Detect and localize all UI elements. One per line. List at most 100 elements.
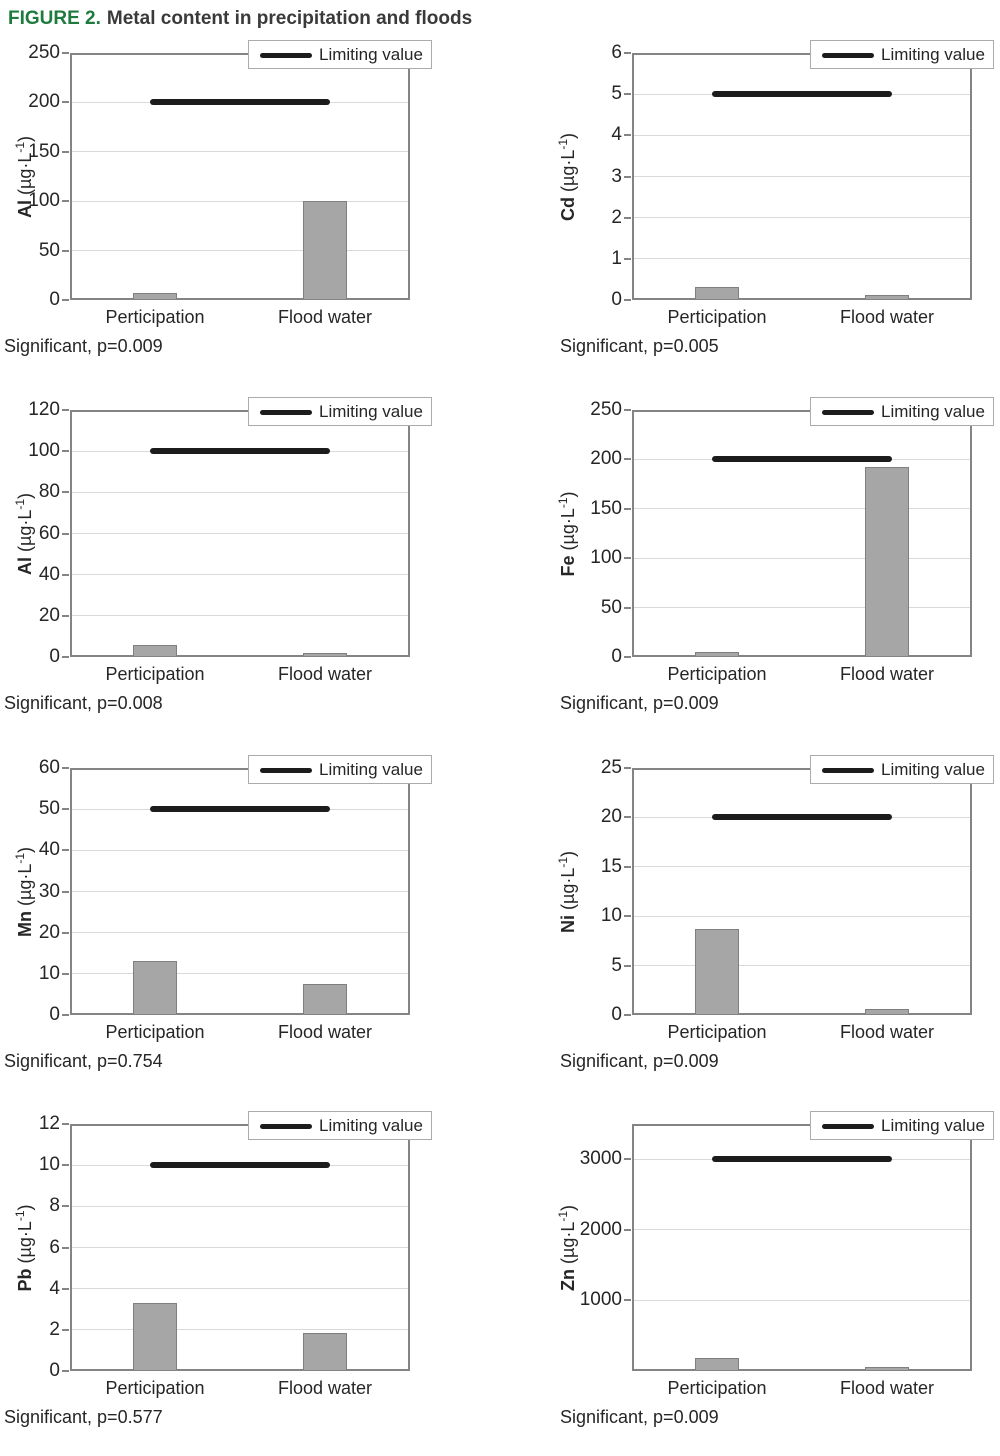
limiting-value-line bbox=[712, 814, 892, 821]
y-tick-mark bbox=[624, 1014, 631, 1016]
y-tick-label: 100 bbox=[28, 440, 60, 462]
y-tick-label: 20 bbox=[38, 604, 60, 626]
limiting-value-line bbox=[150, 99, 330, 106]
y-axis-label: Al (µg·L-1) bbox=[13, 135, 35, 218]
x-label-perticipation: Perticipation bbox=[667, 307, 767, 327]
y-tick-mark bbox=[62, 450, 69, 453]
y-axis-label: Cd (µg·L-1) bbox=[556, 132, 578, 221]
significance-caption: Significant, p=0.009 bbox=[560, 693, 719, 713]
bar-perticipation bbox=[695, 1358, 739, 1370]
y-tick-mark bbox=[624, 1299, 631, 1302]
y-tick-mark bbox=[62, 200, 69, 203]
bar-perticipation bbox=[695, 652, 739, 656]
y-tick-mark bbox=[624, 915, 631, 918]
y-gridline bbox=[632, 1229, 972, 1231]
y-tick-label: 0 bbox=[49, 289, 60, 310]
bar-perticipation bbox=[695, 286, 739, 299]
x-label-flood-water: Flood water bbox=[277, 1022, 373, 1042]
legend-label: Limiting value bbox=[881, 1116, 985, 1135]
y-tick-label: 5 bbox=[611, 83, 622, 105]
y-tick-label: 2 bbox=[49, 1318, 60, 1340]
x-label-perticipation: Perticipation bbox=[667, 1378, 767, 1398]
limiting-value-line bbox=[712, 91, 892, 98]
y-tick-label: 80 bbox=[38, 481, 60, 503]
y-tick-label: 50 bbox=[600, 596, 622, 618]
y-tick-mark bbox=[62, 299, 69, 301]
significance-caption: Significant, p=0.577 bbox=[4, 1407, 163, 1427]
y-tick-mark bbox=[62, 890, 69, 893]
y-tick-label: 0 bbox=[611, 1004, 622, 1025]
y-tick-label: 250 bbox=[590, 399, 622, 420]
y-gridline bbox=[70, 973, 410, 975]
legend-box: Limiting value bbox=[248, 40, 432, 69]
y-tick-mark bbox=[62, 491, 69, 494]
y-tick-mark bbox=[624, 299, 631, 301]
figure-title: Metal content in precipitation and flood… bbox=[106, 8, 473, 29]
y-tick-label: 8 bbox=[49, 1195, 60, 1217]
chart-panel-al-2: 0 20 40 60 80 100 120 Limiting value Perticipati… bbox=[0, 390, 500, 742]
y-tick-mark bbox=[62, 614, 69, 617]
y-gridline bbox=[632, 557, 972, 559]
y-tick-mark bbox=[62, 767, 69, 769]
y-gridline bbox=[632, 134, 972, 136]
y-gridline bbox=[70, 491, 410, 493]
y-tick-mark bbox=[62, 1287, 69, 1290]
x-label-flood-water: Flood water bbox=[839, 1022, 935, 1042]
bar-flood-water bbox=[303, 652, 347, 656]
legend-label: Limiting value bbox=[319, 402, 423, 421]
y-gridline bbox=[632, 965, 972, 967]
legend-box: Limiting value bbox=[248, 755, 432, 784]
y-tick-mark bbox=[62, 1014, 69, 1016]
bar-perticipation bbox=[133, 644, 177, 656]
limiting-value-line bbox=[712, 1156, 892, 1163]
y-tick-label: 100 bbox=[28, 190, 60, 212]
y-gridline bbox=[632, 508, 972, 510]
y-tick-mark bbox=[624, 1158, 631, 1161]
plot-area bbox=[70, 410, 410, 657]
y-gridline bbox=[70, 151, 410, 153]
y-gridline bbox=[632, 176, 972, 177]
chart-panel-zn-7: 1000 2000 3000 Limiting value Perticipation F… bbox=[500, 1104, 1000, 1456]
legend-line-swatch bbox=[260, 1124, 312, 1129]
legend-label: Limiting value bbox=[881, 45, 985, 64]
chart-panel-al-0: 0 50 100 150 200 250 Limiting value Perticipati… bbox=[0, 33, 500, 385]
y-gridline bbox=[70, 932, 410, 934]
y-axis-label: Zn (µg·L-1) bbox=[556, 1204, 578, 1291]
y-gridline bbox=[632, 258, 972, 260]
y-gridline bbox=[70, 1288, 410, 1290]
plot-area bbox=[70, 768, 410, 1015]
bar-flood-water bbox=[865, 1367, 909, 1370]
chart-panel-pb-6: 0 2 4 6 8 10 12 Limiting value Perticipation Floo… bbox=[0, 1104, 500, 1456]
y-tick-label: 50 bbox=[38, 239, 60, 261]
x-label-flood-water: Flood water bbox=[839, 1378, 935, 1398]
x-label-flood-water: Flood water bbox=[839, 307, 935, 327]
legend-line-swatch bbox=[822, 410, 874, 415]
y-gridline bbox=[632, 866, 972, 868]
chart-panel-ni-5: 0 5 10 15 20 25 Limiting value Perticipation Flo… bbox=[500, 748, 1000, 1100]
y-tick-label: 40 bbox=[38, 563, 60, 585]
chart-panel-cd-1: 0 1 2 3 4 5 6 Limiting value Perticipation Flood … bbox=[500, 33, 1000, 385]
y-tick-label: 3 bbox=[611, 165, 622, 187]
y-tick-label: 150 bbox=[590, 497, 622, 519]
legend-label: Limiting value bbox=[881, 760, 985, 779]
y-tick-mark bbox=[62, 101, 69, 104]
y-tick-label: 60 bbox=[38, 757, 60, 778]
y-axis-label: Fe (µg·L-1) bbox=[556, 490, 578, 577]
y-tick-label: 30 bbox=[38, 880, 60, 902]
y-tick-mark bbox=[624, 606, 631, 609]
y-tick-label: 15 bbox=[600, 855, 622, 877]
significance-caption: Significant, p=0.008 bbox=[4, 693, 163, 713]
chart-panel-mn-4: 0 10 20 30 40 50 60 Limiting value Perticipation… bbox=[0, 748, 500, 1100]
bar-flood-water bbox=[865, 295, 909, 299]
y-gridline bbox=[70, 849, 410, 851]
y-tick-mark bbox=[624, 52, 631, 54]
y-axis-label: Mn (µg·L-1) bbox=[13, 846, 35, 937]
y-axis-label: Al (µg·L-1) bbox=[13, 492, 35, 575]
y-tick-mark bbox=[62, 656, 69, 658]
y-tick-label: 10 bbox=[38, 962, 60, 984]
legend-line-swatch bbox=[260, 53, 312, 58]
y-tick-label: 0 bbox=[49, 1360, 60, 1381]
significance-caption: Significant, p=0.009 bbox=[560, 1407, 719, 1427]
y-tick-mark bbox=[62, 249, 69, 252]
legend-label: Limiting value bbox=[881, 402, 985, 421]
